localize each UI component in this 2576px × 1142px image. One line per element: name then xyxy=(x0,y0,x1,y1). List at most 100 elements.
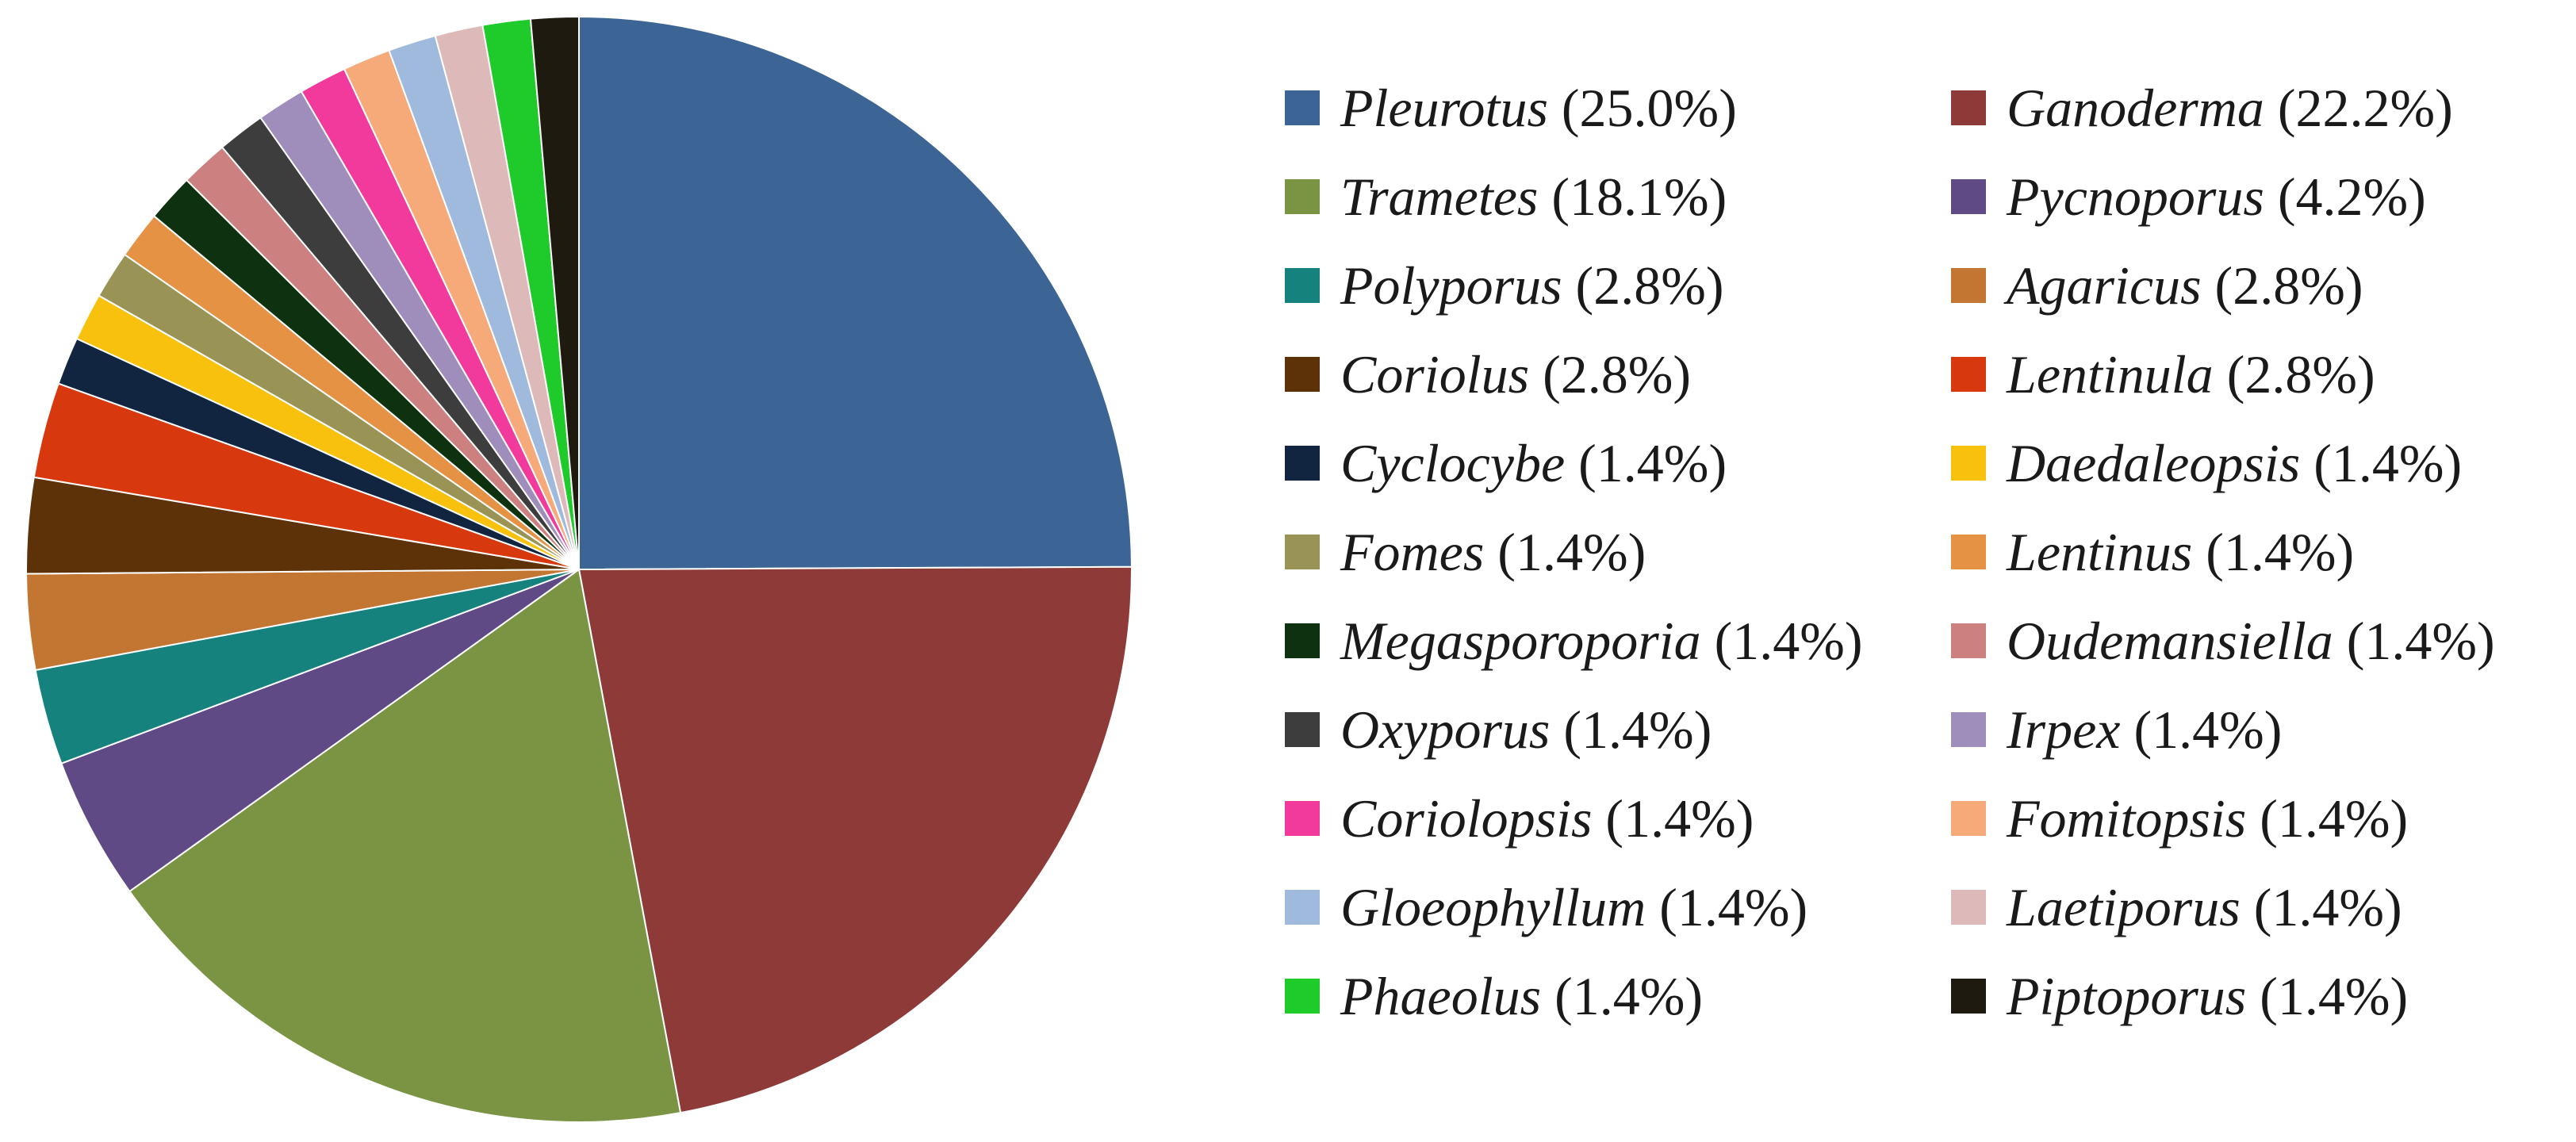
legend-item-lentinula: Lentinula (2.8%) xyxy=(1951,330,2375,419)
legend-swatch xyxy=(1951,535,1986,569)
legend-percentage: (2.8%) xyxy=(2213,344,2375,404)
legend-swatch xyxy=(1951,357,1986,392)
legend-swatch xyxy=(1285,268,1320,303)
legend-genus-name: Megasporoporia xyxy=(1340,611,1701,671)
legend-percentage: (22.2%) xyxy=(2264,78,2453,138)
pie-slice-pycnoporus xyxy=(60,569,580,892)
legend-genus-name: Lentinus xyxy=(2007,522,2193,582)
chart-legend: Pleurotus (25.0%) Ganoderma (22.2%) Tramet… xyxy=(1285,63,2554,1079)
legend-percentage: (1.4%) xyxy=(2300,433,2463,493)
legend-item-ganoderma: Ganoderma (22.2%) xyxy=(1951,63,2453,152)
legend-genus-name: Lentinula xyxy=(2007,344,2214,404)
legend-item-fomitopsis: Fomitopsis (1.4%) xyxy=(1951,774,2408,863)
legend-label: Fomes (1.4%) xyxy=(1340,525,1646,579)
legend-genus-name: Cyclocybe xyxy=(1340,433,1566,493)
legend-genus-name: Pycnoporus xyxy=(2007,167,2264,227)
legend-percentage: (4.2%) xyxy=(2264,167,2426,227)
legend-label: Pleurotus (25.0%) xyxy=(1340,81,1737,135)
legend-label: Agaricus (2.8%) xyxy=(2007,259,2363,312)
legend-swatch xyxy=(1951,90,1986,125)
legend-genus-name: Ganoderma xyxy=(2007,78,2264,138)
legend-genus-name: Piptoporus xyxy=(2007,966,2247,1026)
legend-item-cyclocybe: Cyclocybe (1.4%) xyxy=(1285,419,1727,508)
legend-label: Cyclocybe (1.4%) xyxy=(1340,436,1727,490)
legend-genus-name: Agaricus xyxy=(2007,255,2202,316)
legend-swatch xyxy=(1951,179,1986,214)
legend-item-gloeophyllum: Gloeophyllum (1.4%) xyxy=(1285,863,1807,952)
legend-genus-name: Fomitopsis xyxy=(2007,788,2247,849)
legend-percentage: (1.4%) xyxy=(1646,877,1808,937)
legend-genus-name: Fomes xyxy=(1340,522,1485,582)
legend-swatch xyxy=(1951,268,1986,303)
legend-swatch xyxy=(1285,979,1320,1014)
legend-label: Irpex (1.4%) xyxy=(2007,703,2282,757)
legend-genus-name: Gloeophyllum xyxy=(1340,877,1646,937)
legend-percentage: (18.1%) xyxy=(1538,167,1727,227)
legend-item-laetiporus: Laetiporus (1.4%) xyxy=(1951,863,2402,952)
legend-item-megasporoporia: Megasporoporia (1.4%) xyxy=(1285,596,1863,685)
legend-item-coriolus: Coriolus (2.8%) xyxy=(1285,330,1691,419)
legend-percentage: (1.4%) xyxy=(1565,433,1727,493)
legend-label: Lentinula (2.8%) xyxy=(2007,347,2375,401)
legend-label: Megasporoporia (1.4%) xyxy=(1340,614,1863,668)
pie-slice-trametes xyxy=(128,569,682,1123)
legend-item-irpex: Irpex (1.4%) xyxy=(1951,685,2282,774)
legend-item-fomes: Fomes (1.4%) xyxy=(1285,508,1646,596)
legend-percentage: (1.4%) xyxy=(1592,788,1754,849)
legend-label: Piptoporus (1.4%) xyxy=(2007,969,2408,1023)
legend-genus-name: Polyporus xyxy=(1340,255,1562,316)
legend-label: Polyporus (2.8%) xyxy=(1340,259,1723,312)
pie-slice-piptoporus xyxy=(529,16,580,570)
legend-swatch xyxy=(1285,357,1320,392)
legend-swatch xyxy=(1285,446,1320,481)
legend-item-oudemansiella: Oudemansiella (1.4%) xyxy=(1951,596,2495,685)
legend-swatch xyxy=(1285,801,1320,836)
legend-percentage: (2.8%) xyxy=(1562,255,1724,316)
legend-swatch xyxy=(1951,979,1986,1014)
pie-slice-pleurotus xyxy=(578,16,1133,570)
legend-swatch xyxy=(1285,712,1320,747)
legend-item-polyporus: Polyporus (2.8%) xyxy=(1285,241,1723,330)
legend-genus-name: Irpex xyxy=(2007,699,2121,760)
legend-label: Lentinus (1.4%) xyxy=(2007,525,2354,579)
legend-label: Trametes (18.1%) xyxy=(1340,170,1727,224)
legend-swatch xyxy=(1285,890,1320,925)
legend-percentage: (1.4%) xyxy=(1700,611,1863,671)
legend-label: Coriolopsis (1.4%) xyxy=(1340,791,1754,845)
legend-swatch xyxy=(1951,801,1986,836)
legend-swatch xyxy=(1951,623,1986,658)
legend-percentage: (2.8%) xyxy=(1529,344,1692,404)
legend-label: Ganoderma (22.2%) xyxy=(2007,81,2453,135)
legend-genus-name: Coriolopsis xyxy=(1340,788,1593,849)
legend-label: Phaeolus (1.4%) xyxy=(1340,969,1703,1023)
legend-label: Fomitopsis (1.4%) xyxy=(2007,791,2408,845)
legend-percentage: (1.4%) xyxy=(2333,611,2495,671)
legend-genus-name: Oxyporus xyxy=(1340,699,1551,760)
legend-percentage: (2.8%) xyxy=(2201,255,2363,316)
legend-genus-name: Pleurotus xyxy=(1340,78,1548,138)
legend-label: Coriolus (2.8%) xyxy=(1340,347,1691,401)
legend-percentage: (1.4%) xyxy=(2246,788,2409,849)
legend-genus-name: Phaeolus xyxy=(1340,966,1542,1026)
legend-item-pleurotus: Pleurotus (25.0%) xyxy=(1285,63,1737,152)
legend-item-pycnoporus: Pycnoporus (4.2%) xyxy=(1951,152,2426,241)
legend-genus-name: Daedaleopsis xyxy=(2007,433,2301,493)
legend-percentage: (1.4%) xyxy=(1541,966,1704,1026)
legend-label: Oudemansiella (1.4%) xyxy=(2007,614,2495,668)
legend-item-phaeolus: Phaeolus (1.4%) xyxy=(1285,952,1703,1040)
legend-percentage: (25.0%) xyxy=(1547,78,1737,138)
legend-swatch xyxy=(1285,535,1320,569)
legend-swatch xyxy=(1951,890,1986,925)
pie-chart-svg xyxy=(25,16,1133,1123)
legend-swatch xyxy=(1951,446,1986,481)
legend-label: Oxyporus (1.4%) xyxy=(1340,703,1712,757)
legend-swatch xyxy=(1285,179,1320,214)
legend-item-oxyporus: Oxyporus (1.4%) xyxy=(1285,685,1712,774)
legend-genus-name: Laetiporus xyxy=(2007,877,2241,937)
legend-percentage: (1.4%) xyxy=(2246,966,2409,1026)
legend-label: Daedaleopsis (1.4%) xyxy=(2007,436,2462,490)
legend-label: Gloeophyllum (1.4%) xyxy=(1340,880,1807,934)
legend-percentage: (1.4%) xyxy=(2120,699,2283,760)
pie-slice-ganoderma xyxy=(578,565,1133,1114)
